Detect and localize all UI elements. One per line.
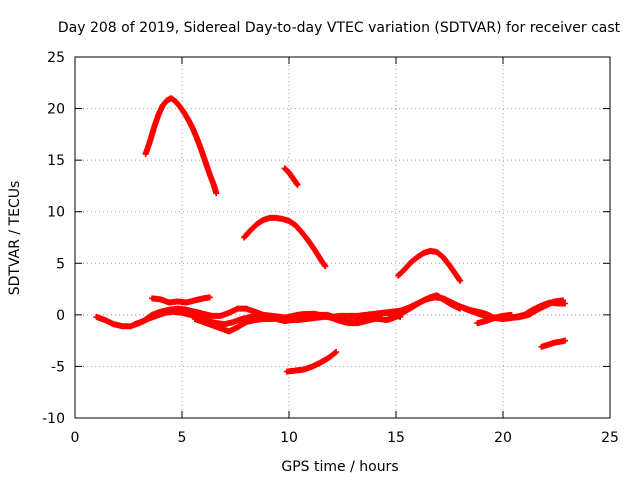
x-tick-label: 15 [387,430,405,446]
y-tick-label: -5 [51,359,65,375]
series-arc-peak-6 [395,247,464,284]
plot-border [74,56,611,419]
grid [75,57,610,418]
data-point [322,263,329,270]
x-tick-label: 0 [71,430,80,446]
data-point [206,294,213,301]
y-axis-label: SDTVAR / TECUs [7,181,23,296]
series-negative-segment-a [283,348,340,375]
y-tick-label: 15 [47,153,65,169]
plot-marks [93,95,569,375]
x-tick-label: 5 [178,430,187,446]
data-point [508,311,515,318]
series-baseline-c [191,309,404,335]
data-point [397,313,404,320]
series-negative-segment-b [538,337,569,350]
series-early-segment [149,294,213,306]
data-point [294,181,301,188]
y-tick-label: 0 [56,308,65,324]
data-point [559,297,566,304]
y-tick-label: 5 [56,256,65,272]
x-tick-label: 25 [601,430,619,446]
series-arc-peak-9 [241,214,329,270]
x-tick-label: 10 [280,430,298,446]
axis-ticks [74,56,611,419]
y-tick-label: 25 [47,50,65,66]
series-late-baseline-c [474,311,515,327]
y-tick-label: -10 [42,411,65,427]
y-tick-label: 20 [47,102,65,118]
data-point [213,190,220,197]
series-short-segment-13 [281,165,301,188]
series-arc-peak-21 [142,95,220,197]
y-tick-label: 10 [47,205,65,221]
tick-labels: 0 5 10 15 20 25 -10 -5 0 5 10 15 20 25 [42,50,619,446]
x-axis-label: GPS time / hours [281,459,398,475]
chart-title: Day 208 of 2019, Sidereal Day-to-day VTE… [58,20,621,36]
x-tick-label: 20 [494,430,512,446]
data-point [457,277,464,284]
data-point [562,337,569,344]
data-point [562,300,569,307]
data-point [333,348,340,355]
